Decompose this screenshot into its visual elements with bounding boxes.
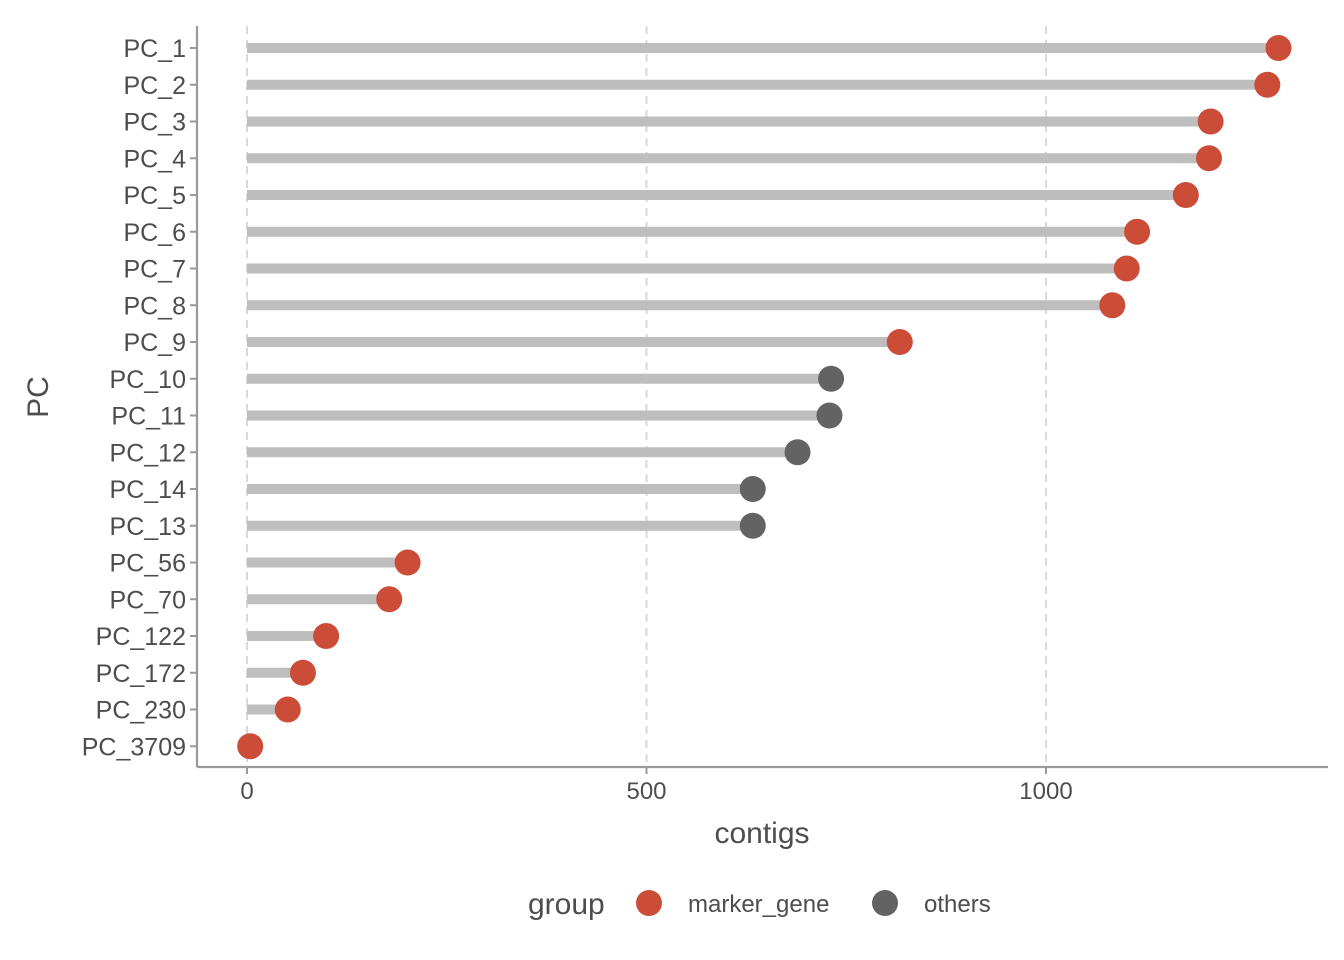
point <box>274 696 301 723</box>
y-ticks: PC_1 PC_2 PC_3 PC_4 PC_5 PC_6 PC_7 PC_8 PC_9 PC_1… <box>82 35 197 761</box>
point <box>1124 218 1151 245</box>
point <box>1197 108 1224 135</box>
y-tick-label: PC_2 <box>123 72 186 100</box>
y-tick-label: PC_122 <box>96 623 186 651</box>
point <box>886 329 913 355</box>
legend-key-others <box>872 890 898 916</box>
y-tick-label: PC_6 <box>123 219 186 247</box>
point <box>289 659 316 686</box>
point <box>739 512 766 539</box>
y-tick-label: PC_12 <box>110 439 186 467</box>
y-tick-label: PC_14 <box>110 476 187 504</box>
x-axis-title: contigs <box>714 817 809 850</box>
y-tick-label: PC_70 <box>110 586 186 614</box>
point <box>816 402 843 429</box>
y-axis-title: PC <box>22 376 55 418</box>
point <box>1172 182 1199 208</box>
y-tick-label: PC_7 <box>123 256 186 284</box>
y-tick-label: PC_3709 <box>82 733 186 761</box>
x-tick-label: 0 <box>240 778 253 805</box>
point <box>1099 292 1126 319</box>
point <box>1195 145 1222 172</box>
stems <box>247 43 1279 752</box>
point <box>1265 35 1292 61</box>
point <box>394 549 421 576</box>
y-tick-label: PC_172 <box>96 660 186 688</box>
gridlines <box>246 26 1047 767</box>
y-tick-label: PC_5 <box>123 182 186 210</box>
point <box>1254 71 1281 98</box>
legend-key-marker_gene <box>636 890 662 916</box>
point <box>739 476 766 502</box>
legend-title: group <box>528 888 605 921</box>
x-tick-label: 1000 <box>1019 778 1072 805</box>
point <box>1113 255 1140 282</box>
y-tick-label: PC_8 <box>123 292 186 320</box>
y-tick-label: PC_4 <box>123 145 186 173</box>
y-tick-label: PC_230 <box>96 697 186 725</box>
point <box>784 439 811 466</box>
y-tick-label: PC_1 <box>123 35 186 63</box>
y-tick-label: PC_11 <box>111 403 186 431</box>
points <box>237 35 1292 760</box>
legend-label-others: others <box>924 891 991 918</box>
point <box>376 586 403 613</box>
legend: group marker_gene others <box>528 888 991 921</box>
y-tick-label: PC_56 <box>110 550 186 578</box>
point <box>818 365 845 392</box>
x-tick-label: 500 <box>626 778 666 805</box>
legend-label-marker_gene: marker_gene <box>688 891 829 918</box>
y-tick-label: PC_9 <box>123 329 186 357</box>
point <box>237 733 264 760</box>
y-tick-label: PC_10 <box>110 366 186 394</box>
y-tick-label: PC_3 <box>123 109 186 137</box>
y-tick-label: PC_13 <box>110 513 186 541</box>
x-ticks: 0 500 1000 <box>240 767 1073 805</box>
point <box>313 623 340 649</box>
